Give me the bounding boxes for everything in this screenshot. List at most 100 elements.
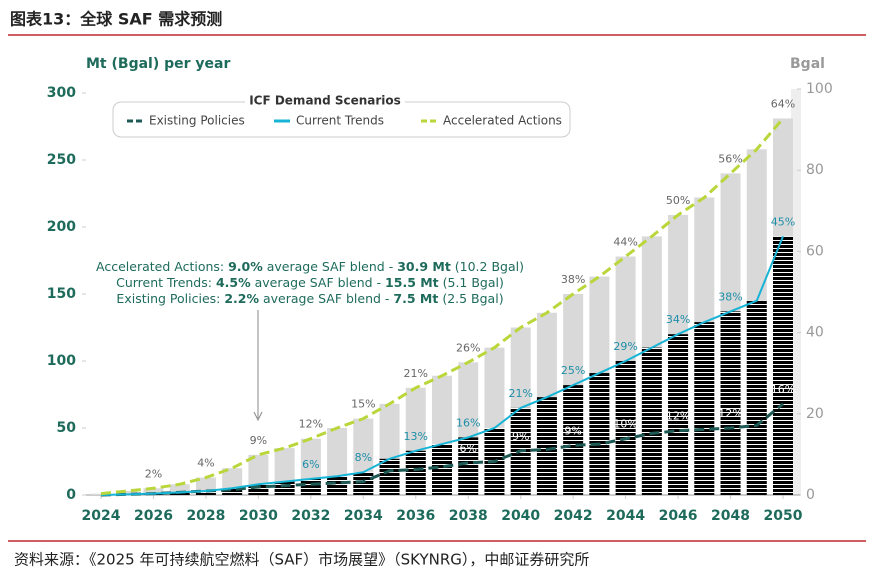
annotation-text: (2.5 Bgal) <box>438 291 503 306</box>
x-tick-label: 2046 <box>659 508 698 524</box>
y2-tick-label: 80 <box>806 162 824 178</box>
x-tick-label: 2044 <box>606 508 645 524</box>
blend-label: 56% <box>718 152 742 165</box>
legend-label: Existing Policies <box>149 114 245 128</box>
x-tick-label: 2038 <box>449 508 488 524</box>
annotation-arrow-head <box>253 411 263 422</box>
y2-tick-label: 20 <box>806 406 824 422</box>
y-tick-label: 250 <box>47 152 76 168</box>
bar <box>222 488 243 495</box>
y-tick-label: 100 <box>47 353 76 369</box>
annotation-text: average SAF blend - <box>251 275 385 290</box>
x-tick-label: 2032 <box>291 508 330 524</box>
x-tick-label: 2030 <box>239 508 278 524</box>
annotation-text: Current Trends: <box>116 275 216 290</box>
blend-label: 9% <box>564 424 581 437</box>
bar <box>615 361 636 495</box>
x-tick-label: 2026 <box>134 508 173 524</box>
annotation-line: Current Trends: 4.5% average SAF blend -… <box>116 275 504 290</box>
annotation-text: 30.9 Mt <box>397 259 451 274</box>
annotation-text: average SAF blend - <box>263 259 397 274</box>
bar <box>589 373 610 495</box>
x-tick-label: 2042 <box>554 508 593 524</box>
blend-label: 25% <box>561 364 585 377</box>
blend-label: 12% <box>666 410 690 423</box>
x-tick-label: 2040 <box>501 508 540 524</box>
y-axis-title: Mt (Bgal) per year <box>86 56 230 72</box>
legend-title: ICF Demand Scenarios <box>249 94 401 108</box>
bar <box>694 322 715 495</box>
bar <box>143 488 164 495</box>
legend-title-bg <box>245 93 405 109</box>
blend-label: 4% <box>197 457 214 470</box>
annotation-text: 7.5 Mt <box>393 291 438 306</box>
y2-band <box>791 89 801 495</box>
blend-label: 13% <box>404 430 428 443</box>
blend-label: 6% <box>460 442 477 455</box>
x-tick-label: 2036 <box>396 508 435 524</box>
blend-label: 21% <box>508 387 532 400</box>
bar <box>248 484 269 495</box>
annotation-line: Existing Policies: 2.2% average SAF blen… <box>116 291 503 306</box>
bar <box>720 311 741 495</box>
blend-label: 50% <box>666 194 690 207</box>
blend-label: 16% <box>456 416 480 429</box>
blend-label: 38% <box>718 290 742 303</box>
bar <box>353 472 374 495</box>
bar <box>379 458 400 495</box>
blend-label: 12% <box>718 407 742 420</box>
annotation-text: Accelerated Actions: <box>96 259 228 274</box>
blend-label: 8% <box>355 451 372 464</box>
series-line <box>100 236 784 496</box>
blend-label: 29% <box>613 340 637 353</box>
y-tick-label: 50 <box>57 420 77 436</box>
blend-label: 38% <box>561 273 585 286</box>
bar <box>300 478 321 495</box>
y-tick-label: 300 <box>47 85 76 101</box>
bar <box>641 347 662 495</box>
blend-label: 9% <box>512 430 529 443</box>
bar <box>746 300 767 495</box>
blend-label: 44% <box>613 235 637 248</box>
bar <box>327 476 348 495</box>
y2-tick-label: 40 <box>806 325 824 341</box>
y-tick-label: 0 <box>66 487 76 503</box>
bar <box>117 490 138 495</box>
y2-tick-label: 60 <box>806 243 824 259</box>
blend-label: 15% <box>351 398 375 411</box>
annotation-text: 2.2% <box>224 291 259 306</box>
annotation-text: (5.1 Bgal) <box>439 275 504 290</box>
blend-label: 64% <box>771 97 795 110</box>
bar <box>169 484 190 495</box>
x-tick-label: 2048 <box>711 508 750 524</box>
legend-label: Current Trends <box>296 114 384 128</box>
annotation-text: (10.2 Bgal) <box>451 259 524 274</box>
series-line <box>100 117 785 496</box>
annotation-text: average SAF blend - <box>259 291 393 306</box>
y-tick-label: 150 <box>47 286 76 302</box>
y2-tick-label: 100 <box>806 81 833 97</box>
x-tick-label: 2028 <box>186 508 225 524</box>
footer-source: 资料来源：《2025 年可持续航空燃料（SAF）市场展望》（SKYNRG），中邮… <box>14 551 589 569</box>
x-tick-label: 2050 <box>764 508 803 524</box>
blend-label: 12% <box>299 418 323 431</box>
blend-label: 2% <box>145 467 162 480</box>
bar <box>458 437 479 495</box>
blend-label: 6% <box>302 458 319 471</box>
bar <box>536 397 557 495</box>
bar <box>668 334 689 495</box>
blend-label: 16% <box>771 383 795 396</box>
blend-label: 26% <box>456 341 480 354</box>
annotation-text: Existing Policies: <box>116 291 224 306</box>
blend-label: 21% <box>404 367 428 380</box>
y-tick-label: 200 <box>47 219 76 235</box>
x-tick-label: 2024 <box>82 508 121 524</box>
blend-label: 34% <box>666 313 690 326</box>
x-tick-label: 2034 <box>344 508 383 524</box>
blend-label: 10% <box>613 418 637 431</box>
annotation-text: 9.0% <box>228 259 263 274</box>
bar <box>773 236 793 495</box>
bar <box>195 490 216 495</box>
